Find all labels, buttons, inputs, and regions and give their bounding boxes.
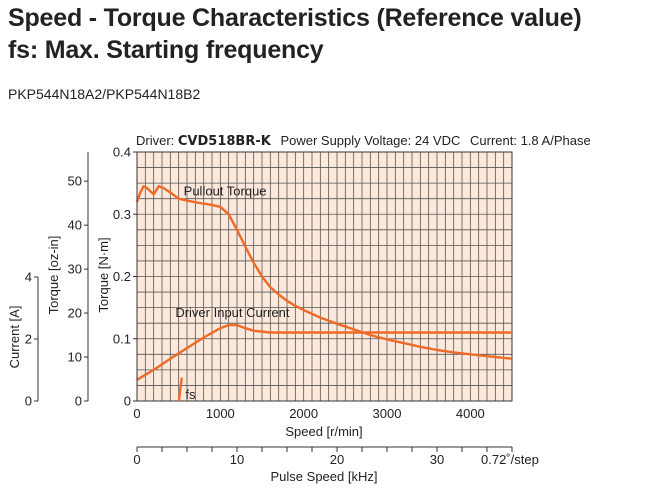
annotation-label: Driver Input Current	[175, 305, 290, 320]
power-supply-voltage: Power Supply Voltage: 24 VDC	[280, 133, 460, 148]
torque-nm-axis: 0 0.1 0.2 0.3 0.4	[113, 145, 138, 409]
pulse-speed-axis-label: Pulse Speed [kHz]	[271, 469, 378, 484]
chart-title: Speed - Torque Characteristics (Referenc…	[8, 4, 582, 32]
torque-ozin-tick-label: 0	[75, 394, 82, 409]
torque-nm-axis-label: Torque [N·m]	[96, 237, 111, 312]
model-number: PKP544N18A2/PKP544N18B2	[8, 86, 201, 102]
current-axis-label: Current [A]	[7, 306, 22, 369]
torque-nm-tick-label: 0.3	[113, 207, 131, 222]
annotation-label: fs	[185, 387, 196, 402]
speed-tick-label: 3000	[373, 406, 402, 421]
driver-conditions: Driver: CVD518BR-K Power Supply Voltage:…	[136, 133, 591, 149]
torque-ozin-axis-label: Torque [oz-in]	[46, 236, 61, 315]
fs-marker	[177, 377, 184, 402]
step-angle-label: 0.72˚/step	[481, 452, 539, 467]
phase-current: Current: 1.8 A/Phase	[470, 133, 591, 148]
pulse-tick-label: 0	[133, 452, 140, 467]
current-tick-label: 2	[25, 332, 32, 347]
speed-axis: 0 1000 2000 3000 4000	[133, 406, 484, 421]
chart-subtitle: fs: Max. Starting frequency	[8, 36, 324, 64]
current-axis: 0 2 4	[25, 270, 39, 409]
torque-ozin-tick-label: 40	[68, 218, 82, 233]
driver-name: CVD518BR-K	[178, 134, 272, 149]
torque-ozin-tick-label: 10	[68, 350, 82, 365]
pulse-speed-axis: 0 10 20 30	[133, 446, 513, 467]
annotation-label: Pullout Torque	[184, 184, 267, 199]
driver-input-current-curve	[136, 323, 512, 381]
torque-nm-tick-label: 0.2	[113, 269, 131, 284]
pullout-torque-curve	[135, 184, 513, 360]
pulse-tick-label: 20	[330, 452, 344, 467]
current-tick-label: 4	[25, 270, 32, 285]
torque-ozin-tick-label: 30	[68, 262, 82, 277]
pulse-tick-label: 10	[230, 452, 244, 467]
torque-ozin-tick-label: 20	[68, 306, 82, 321]
current-tick-label: 0	[25, 394, 32, 409]
speed-tick-label: 0	[133, 406, 140, 421]
speed-tick-label: 2000	[289, 406, 318, 421]
driver-prefix: Driver:	[136, 133, 178, 148]
torque-nm-tick-label: 0.4	[113, 145, 131, 160]
annotations: Pullout Torque Driver Input Current fs	[175, 184, 290, 402]
speed-tick-label: 4000	[456, 406, 485, 421]
speed-tick-label: 1000	[206, 406, 235, 421]
torque-ozin-axis: 0 10 20 30 40 50	[68, 152, 89, 409]
torque-nm-tick-label: 0	[124, 394, 131, 409]
speed-axis-label: Speed [r/min]	[285, 424, 362, 439]
pulse-tick-label: 30	[430, 452, 444, 467]
torque-nm-tick-label: 0.1	[113, 331, 131, 346]
torque-ozin-tick-label: 50	[68, 174, 82, 189]
